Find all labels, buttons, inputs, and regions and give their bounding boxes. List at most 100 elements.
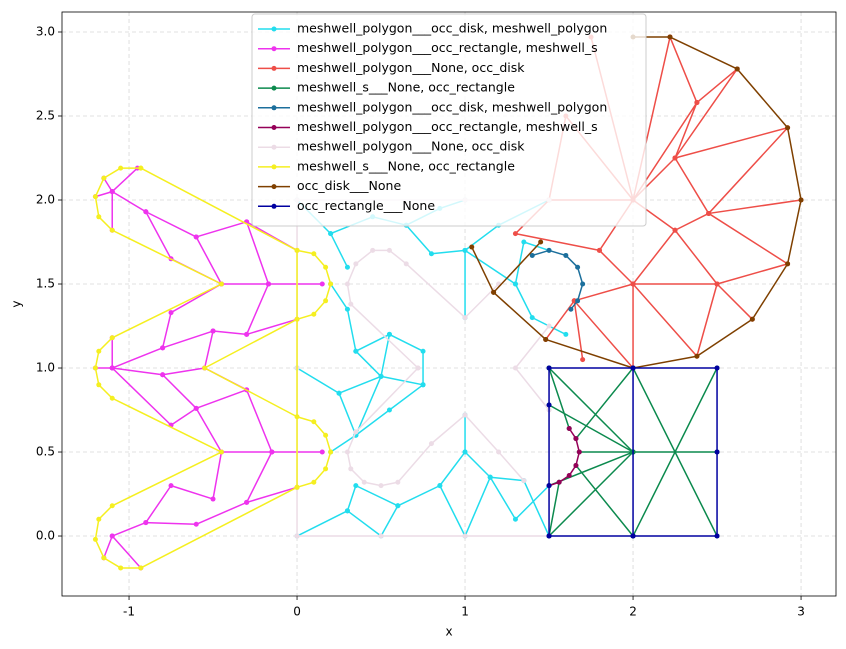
y-tick-label: 1.5	[36, 277, 55, 291]
legend-label: meshwell_polygon___occ_rectangle, meshwe…	[297, 40, 598, 55]
point	[798, 197, 804, 203]
point	[344, 306, 350, 312]
point	[336, 390, 342, 396]
point	[101, 175, 107, 181]
point	[218, 281, 224, 287]
point	[96, 382, 102, 388]
y-tick-label: 0.5	[36, 445, 55, 459]
point	[311, 419, 317, 425]
point	[672, 227, 678, 233]
point	[546, 323, 552, 329]
point	[415, 365, 421, 371]
point	[630, 365, 636, 371]
legend-label: meshwell_polygon___occ_disk, meshwell_po…	[297, 21, 607, 36]
point	[353, 261, 359, 267]
point	[109, 503, 115, 509]
point	[319, 449, 325, 455]
point	[714, 533, 720, 539]
point	[143, 520, 149, 526]
legend-marker	[271, 105, 277, 111]
legend-label: meshwell_polygon___None, occ_disk	[297, 139, 525, 154]
point	[193, 234, 199, 240]
point	[160, 372, 166, 378]
point	[512, 281, 518, 287]
point	[428, 251, 434, 257]
point	[462, 533, 468, 539]
point	[138, 565, 144, 571]
point	[118, 165, 124, 171]
x-tick-label: -1	[123, 605, 135, 619]
point	[118, 565, 124, 571]
point	[160, 345, 166, 351]
legend-label: occ_rectangle___None	[297, 198, 435, 213]
point	[462, 449, 468, 455]
point	[667, 34, 673, 40]
point	[378, 373, 384, 379]
point	[521, 239, 527, 245]
point	[344, 281, 350, 287]
point	[344, 508, 350, 514]
point	[785, 125, 791, 131]
legend-marker	[271, 46, 277, 52]
legend-marker	[271, 125, 277, 130]
point	[344, 449, 350, 455]
point	[265, 281, 271, 287]
point	[529, 315, 535, 321]
point	[749, 316, 755, 322]
point	[323, 432, 329, 438]
point	[529, 252, 535, 258]
point	[546, 533, 552, 539]
point	[575, 264, 581, 270]
point	[378, 483, 384, 489]
y-tick-label: 3.0	[36, 24, 55, 38]
point	[361, 479, 367, 485]
point	[348, 466, 354, 472]
point	[210, 328, 216, 334]
point	[420, 382, 426, 388]
legend-label: meshwell_s___None, occ_rectangle	[297, 80, 515, 95]
y-tick-label: 2.5	[36, 108, 55, 122]
point	[168, 483, 174, 489]
point	[319, 281, 325, 287]
point	[546, 483, 552, 489]
point	[370, 247, 376, 253]
point	[469, 244, 475, 250]
point	[101, 555, 107, 561]
point	[109, 189, 115, 195]
legend-label: meshwell_s___None, occ_rectangle	[297, 158, 515, 173]
point	[672, 155, 678, 161]
point	[328, 449, 334, 455]
legend-label: meshwell_polygon___occ_rectangle, meshwe…	[297, 119, 598, 134]
point	[311, 311, 317, 317]
point	[462, 412, 468, 418]
point	[323, 298, 329, 304]
x-tick-label: 0	[293, 605, 301, 619]
x-tick-label: 2	[629, 605, 637, 619]
point	[556, 479, 562, 485]
point	[568, 306, 574, 312]
point	[311, 251, 317, 257]
point	[563, 331, 569, 337]
series-line	[548, 367, 718, 537]
point	[462, 315, 468, 321]
point	[193, 405, 199, 411]
y-tick-label: 0.0	[36, 529, 55, 543]
point	[202, 365, 208, 371]
legend-label: meshwell_polygon___None, occ_disk	[297, 60, 525, 75]
point	[785, 261, 791, 267]
legend-box	[251, 13, 647, 227]
point	[386, 407, 392, 413]
x-axis-label: x	[445, 625, 452, 639]
point	[512, 231, 518, 237]
point	[109, 335, 115, 341]
legend-marker	[271, 26, 277, 32]
point	[496, 449, 502, 455]
point	[395, 479, 401, 485]
point	[566, 425, 572, 431]
point	[491, 289, 497, 295]
point	[630, 533, 636, 539]
point	[566, 473, 572, 479]
point	[109, 395, 115, 401]
